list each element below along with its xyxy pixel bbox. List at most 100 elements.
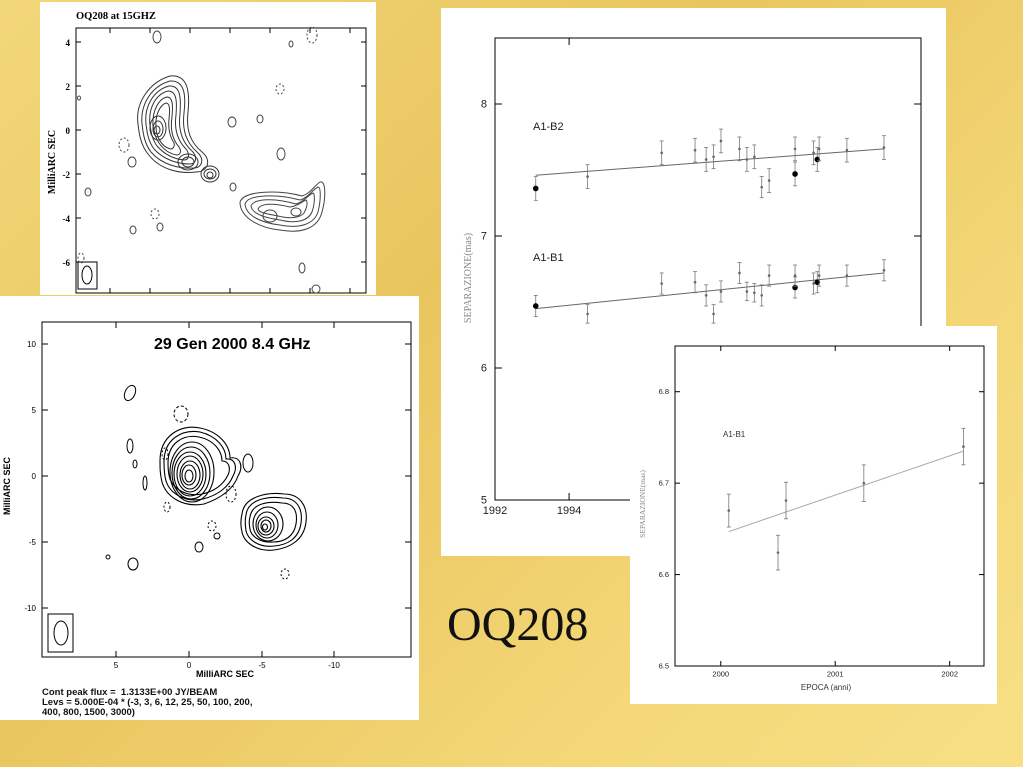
map2-title: 29 Gen 2000 8.4 GHz (154, 336, 311, 353)
chart3-series-label-a1b1: A1-B1 (533, 252, 564, 264)
x-tick-label: 2001 (827, 670, 844, 679)
map2-y-tick-label: -10 (24, 604, 36, 613)
data-point (793, 147, 797, 151)
map2-caption-line3: 400, 800, 1500, 3000) (42, 707, 135, 718)
map1-y-tick-label: -4 (63, 214, 71, 224)
separation-chart-inset-svg: SEPARAZIONE(mas) EPOCA (anni) A1-B1 6.5 6… (638, 345, 985, 692)
data-point (586, 175, 589, 178)
separation-chart-inset: SEPARAZIONE(mas) EPOCA (anni) A1-B1 6.5 6… (630, 326, 997, 704)
map1-ylabel: MilliARC SEC (47, 130, 58, 194)
noise-contours-8ghz (105, 384, 290, 580)
y-tick-label: 7 (481, 231, 487, 243)
map2-y-tick-labels: 10 5 0 -5 -10 (24, 340, 411, 613)
data-point (738, 271, 741, 275)
x-tick-label: 1994 (557, 505, 581, 517)
data-point (532, 185, 539, 192)
data-point (745, 290, 749, 293)
data-point (882, 269, 886, 272)
map2-ylabel: MilliARC SEC (2, 457, 12, 516)
chart3-ylabel: SEPARAZIONE(mas) (463, 233, 474, 323)
data-point (882, 146, 886, 149)
data-point (712, 155, 715, 159)
data-point (776, 551, 780, 554)
data-point (760, 294, 764, 297)
data-point (704, 158, 708, 161)
data-point (767, 179, 771, 182)
map2-y-tick-label: 5 (32, 406, 37, 415)
data-point (719, 139, 723, 143)
x-tick-label: 1992 (483, 505, 507, 517)
data-point (727, 509, 731, 512)
data-point (793, 274, 797, 277)
noise-contours (77, 26, 321, 294)
data-point (738, 147, 741, 151)
map2-x-tick-label: 5 (114, 661, 119, 670)
lobe-contours-8ghz (240, 492, 307, 551)
contour-map-15ghz-svg: OQ208 at 15GHZ MilliARC SEC 4 2 0 -2 -4 -6 (47, 11, 367, 294)
map2-y-tick-label: -5 (29, 538, 37, 547)
y-tick-label: 6 (481, 363, 487, 375)
fit-line (535, 148, 884, 176)
contour-map-15ghz: OQ208 at 15GHZ MilliARC SEC 4 2 0 -2 -4 -6 (40, 2, 376, 295)
data-point (719, 290, 723, 293)
data-point (784, 499, 788, 502)
data-point (660, 151, 663, 155)
data-point (532, 303, 539, 309)
x-tick-label: 2000 (712, 670, 729, 679)
map1-title: OQ208 at 15GHZ (76, 11, 156, 22)
map1-y-tick-label: -6 (63, 258, 71, 268)
beam-box (77, 261, 98, 290)
separation-chart-large-svg: SEPARAZIONE(mas) A1-B2 A1-B1 5 6 7 8 1992 199… (463, 37, 922, 517)
y-tick-label: 8 (481, 99, 487, 111)
map1-y-tick-label: -2 (63, 170, 71, 180)
data-point (660, 282, 663, 285)
data-point (693, 280, 697, 284)
data-point (814, 279, 821, 286)
y-tick-label: 6.7 (659, 479, 669, 488)
data-point (745, 158, 749, 161)
map2-x-tick-labels: 5 0 -5 -10 (114, 322, 340, 670)
data-point (862, 481, 866, 485)
map1-y-tick-label: 2 (66, 82, 71, 92)
slide-title: OQ208 (447, 598, 589, 651)
chart3-series-label-a1b2: A1-B2 (533, 121, 564, 133)
beam-ellipse (81, 265, 93, 285)
data-point (817, 147, 821, 151)
map1-y-tick-labels: 4 2 0 -2 -4 -6 (63, 38, 81, 268)
map2-x-tick-label: -5 (258, 661, 266, 670)
beam-ellipse-8ghz (53, 620, 69, 646)
map2-caption-line1: Cont peak flux = 1.3133E+00 JY/BEAM (42, 687, 218, 698)
map2-y-tick-label: 0 (32, 472, 37, 481)
fit-line (728, 450, 964, 533)
y-tick-label: 6.6 (659, 570, 669, 579)
data-point (817, 274, 821, 277)
y-tick-label: 6.8 (659, 387, 669, 396)
data-point (962, 445, 965, 448)
data-point (693, 148, 697, 152)
data-point (792, 171, 798, 177)
data-point (712, 312, 715, 316)
data-point (586, 312, 589, 316)
data-point (753, 291, 756, 295)
map1-y-tick-label: 0 (66, 126, 71, 136)
x-tick-label: 2002 (941, 670, 958, 679)
data-point (812, 282, 815, 285)
data-point (812, 151, 815, 155)
contour-map-8ghz-svg: 29 Gen 2000 8.4 GHz MilliARC SEC MilliAR… (2, 321, 412, 679)
lobe-contours (239, 181, 326, 232)
contour-map-8ghz: 29 Gen 2000 8.4 GHz MilliARC SEC MilliAR… (0, 296, 419, 720)
data-point (845, 148, 849, 152)
map1-y-tick-label: 4 (66, 38, 71, 48)
data-point (767, 274, 771, 277)
map2-caption-line2: Levs = 5.000E-04 * (-3, 3, 6, 12, 25, 50… (42, 697, 253, 708)
beam-box-8ghz (47, 613, 74, 653)
chart4-series-label-a1b1: A1-B1 (723, 430, 746, 439)
y-tick-label: 5 (481, 495, 487, 507)
fit-line (535, 272, 885, 310)
map2-x-tick-label: 0 (187, 661, 192, 670)
data-point (753, 155, 756, 159)
y-tick-label: 6.5 (659, 662, 669, 671)
chart4-ylabel: SEPARAZIONE(mas) (638, 470, 647, 538)
map2-xlabel: MilliARC SEC (196, 669, 255, 679)
data-point (845, 274, 849, 277)
